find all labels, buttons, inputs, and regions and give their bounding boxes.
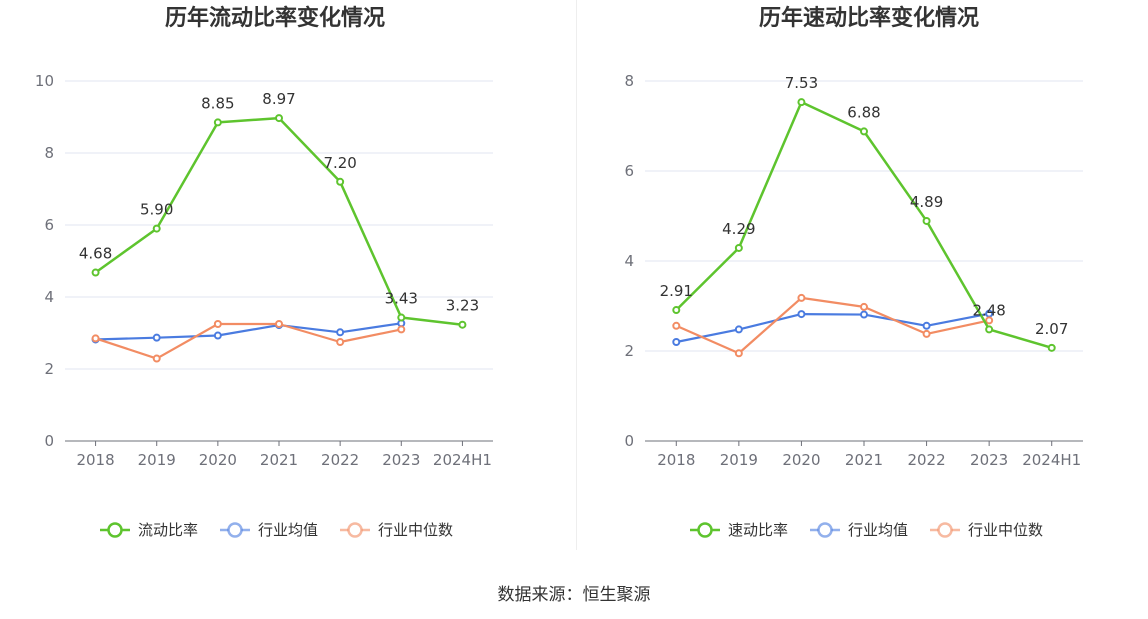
x-tick-label: 2019 <box>720 451 758 469</box>
x-tick-label: 2023 <box>382 451 420 469</box>
series-line <box>95 322 402 341</box>
data-point <box>213 118 222 127</box>
data-point <box>922 216 931 225</box>
legend-label: 行业均值 <box>258 521 318 539</box>
data-label: 3.43 <box>385 290 418 308</box>
x-tick-label: 2021 <box>260 451 298 469</box>
data-label: 5.90 <box>140 201 173 219</box>
data-source-note: 数据来源：恒生聚源 <box>497 585 651 605</box>
data-point <box>336 338 345 346</box>
data-point <box>734 243 743 252</box>
y-tick-label: 2 <box>624 342 634 360</box>
data-label: 4.89 <box>910 193 943 211</box>
x-tick-label: 2024H1 <box>1022 451 1081 469</box>
y-tick-label: 8 <box>624 72 634 90</box>
data-point <box>213 331 222 340</box>
data-label: 7.20 <box>323 154 356 172</box>
data-point <box>922 329 931 338</box>
data-point <box>797 310 806 319</box>
data-label: 8.97 <box>262 90 295 108</box>
data-point <box>275 114 283 123</box>
legend-label: 行业中位数 <box>968 521 1043 539</box>
y-tick-label: 10 <box>35 72 54 90</box>
legend-marker <box>227 522 243 538</box>
y-tick-label: 8 <box>44 144 54 162</box>
chart-quick-ratio: 历年速动比率变化情况 0 2 4 6 8 2018 2019 2020 2021 2022 2023 2… <box>624 5 1083 539</box>
data-point <box>336 177 345 186</box>
data-label: 6.88 <box>847 103 880 121</box>
y-tick-label: 0 <box>624 432 634 450</box>
x-tick-label: 2018 <box>657 451 695 469</box>
data-label: 4.29 <box>722 220 755 238</box>
data-point <box>91 268 100 277</box>
data-label: 3.23 <box>446 297 479 315</box>
legend-label: 速动比率 <box>728 521 788 539</box>
y-tick-label: 2 <box>44 360 54 378</box>
data-point <box>152 224 161 233</box>
data-point <box>672 321 681 330</box>
data-point <box>213 320 222 328</box>
data-point <box>275 320 283 328</box>
chart-divider <box>576 0 577 550</box>
x-tick-label: 2021 <box>845 451 883 469</box>
data-label: 7.53 <box>785 74 818 92</box>
data-point <box>860 302 868 311</box>
legend-marker <box>697 522 713 538</box>
y-tick-label: 6 <box>624 162 634 180</box>
legend-label: 行业中位数 <box>378 521 453 539</box>
data-point <box>985 316 994 325</box>
data-point <box>860 310 868 319</box>
data-point <box>672 306 681 315</box>
chart-current-ratio: 历年流动比率变化情况 0 2 4 6 8 10 2018 2019 2020 2021 2022 202… <box>35 5 493 539</box>
data-point <box>458 320 467 329</box>
legend-marker <box>817 522 833 538</box>
data-label: 8.85 <box>201 94 234 112</box>
data-point <box>672 338 681 346</box>
x-tick-label: 2020 <box>782 451 820 469</box>
y-tick-label: 4 <box>624 252 634 270</box>
x-tick-label: 2024H1 <box>433 451 492 469</box>
data-point <box>397 325 406 334</box>
series-line <box>676 312 990 344</box>
legend-marker <box>937 522 953 538</box>
x-tick-label: 2020 <box>199 451 237 469</box>
data-point <box>734 349 743 358</box>
x-tick-label: 2022 <box>907 451 945 469</box>
data-point <box>397 313 406 322</box>
legend-marker <box>107 522 123 538</box>
series-line <box>95 322 402 360</box>
legend-marker <box>347 522 363 538</box>
data-point <box>860 127 868 136</box>
data-point <box>797 98 806 107</box>
series-line <box>675 296 990 355</box>
data-point <box>91 334 100 343</box>
data-point <box>152 354 161 363</box>
data-label: 2.07 <box>1035 320 1068 338</box>
data-point <box>922 321 931 330</box>
data-point <box>734 325 743 334</box>
x-tick-label: 2023 <box>970 451 1008 469</box>
y-tick-label: 6 <box>44 216 54 234</box>
chart-title: 历年速动比率变化情况 <box>759 5 979 31</box>
chart-title: 历年流动比率变化情况 <box>165 5 385 31</box>
data-point <box>152 333 161 342</box>
data-point <box>797 293 806 302</box>
data-label: 2.48 <box>972 301 1005 319</box>
data-point <box>336 328 345 337</box>
y-tick-label: 0 <box>44 432 54 450</box>
data-label: 2.91 <box>660 282 693 300</box>
legend-label: 行业均值 <box>848 521 908 539</box>
x-tick-label: 2019 <box>138 451 176 469</box>
data-point <box>1047 343 1056 352</box>
x-tick-label: 2022 <box>321 451 359 469</box>
y-tick-label: 4 <box>44 288 54 306</box>
data-point <box>985 325 994 334</box>
data-label: 4.68 <box>79 245 112 263</box>
x-tick-label: 2018 <box>76 451 114 469</box>
legend-label: 流动比率 <box>138 521 198 539</box>
